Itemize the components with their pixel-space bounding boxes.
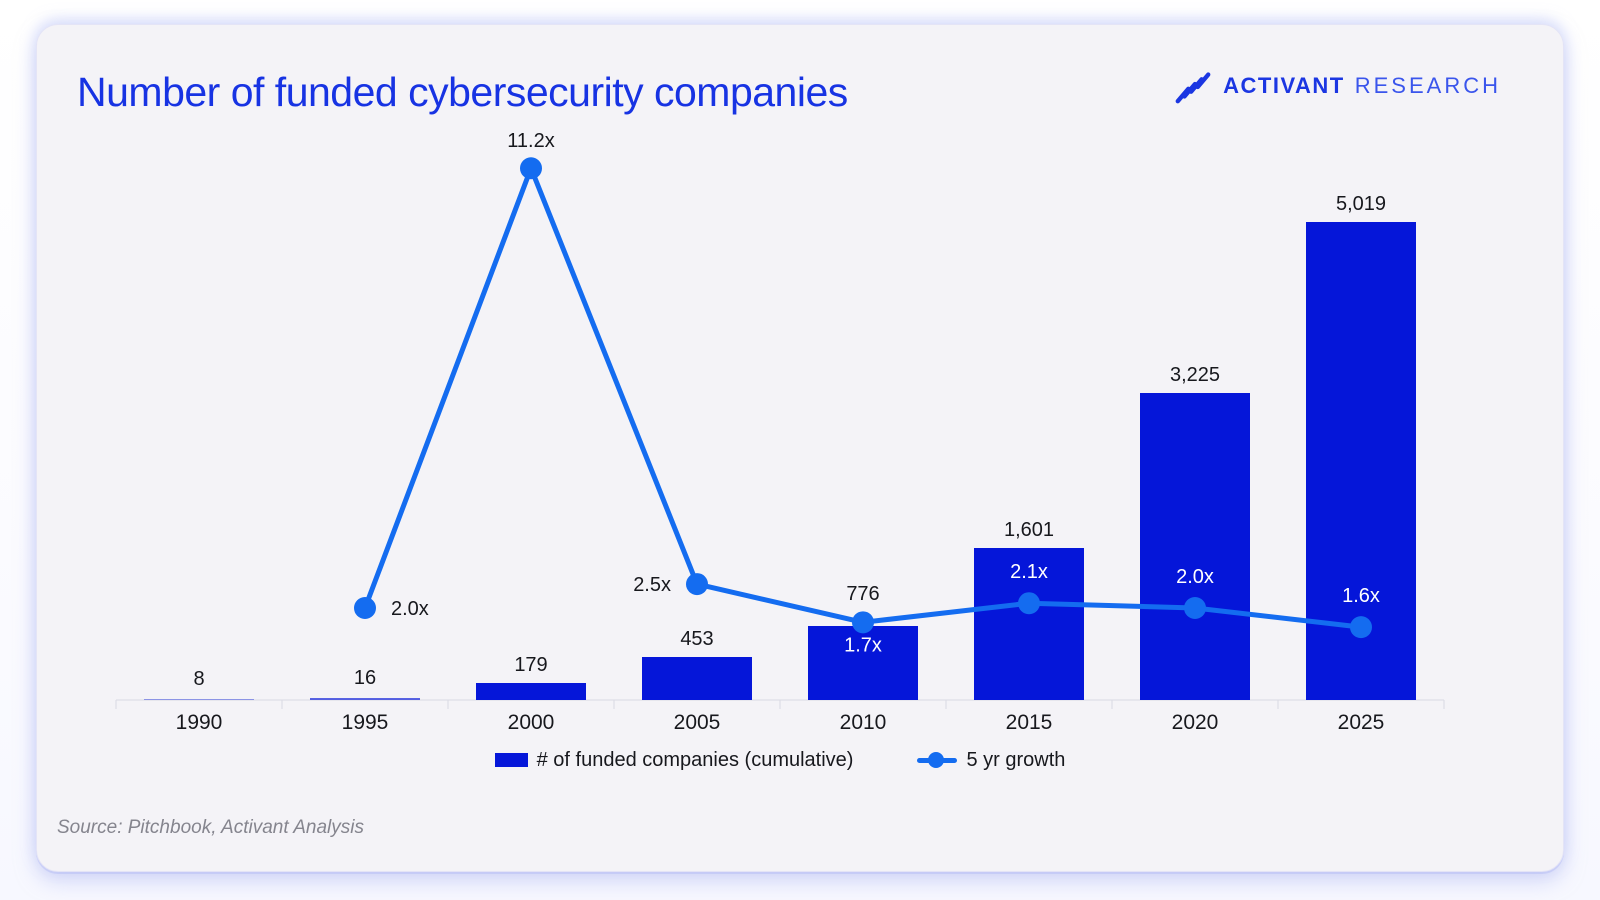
growth-label-2020: 2.0x xyxy=(1176,566,1214,588)
bar-value-label-2005: 453 xyxy=(680,628,713,650)
source-note: Source: Pitchbook, Activant Analysis xyxy=(57,817,364,838)
legend-line-swatch-icon xyxy=(917,752,958,768)
x-tick-label-1995: 1995 xyxy=(342,711,389,734)
legend-item-bars: # of funded companies (cumulative) xyxy=(494,748,854,772)
growth-marker-2005 xyxy=(686,573,708,596)
bar-value-label-1995: 16 xyxy=(354,667,376,689)
bar-2005 xyxy=(642,657,752,700)
legend-bar-swatch-icon xyxy=(494,753,528,767)
growth-marker-2015 xyxy=(1018,592,1040,615)
growth-marker-2020 xyxy=(1184,597,1206,619)
legend-line-label: 5 yr growth xyxy=(966,748,1066,771)
brand-name-secondary: RESEARCH xyxy=(1354,73,1501,98)
chart-card: Number of funded cybersecurity companies… xyxy=(36,24,1564,872)
x-tick-label-2000: 2000 xyxy=(508,711,555,734)
bar-1995 xyxy=(310,698,420,700)
x-tick-label-2015: 2015 xyxy=(1006,711,1053,734)
growth-label-2025: 1.6x xyxy=(1342,585,1380,607)
page-title: Number of funded cybersecurity companies xyxy=(77,69,848,115)
bar-2020 xyxy=(1140,393,1250,700)
activant-research-logo: ACTIVANT RESEARCH xyxy=(1173,67,1501,105)
growth-marker-2000 xyxy=(520,157,542,180)
x-tick-label-2025: 2025 xyxy=(1338,711,1385,734)
activant-logo-icon xyxy=(1173,67,1213,105)
brand-name-primary: ACTIVANT xyxy=(1223,73,1345,98)
growth-label-2010: 1.7x xyxy=(844,634,882,656)
bar-value-label-2010: 776 xyxy=(846,583,879,605)
bar-value-label-1990: 8 xyxy=(193,668,204,690)
chart-legend: # of funded companies (cumulative) 5 yr … xyxy=(116,743,1444,777)
x-tick-label-2020: 2020 xyxy=(1172,711,1219,734)
bar-value-label-2025: 5,019 xyxy=(1336,193,1386,215)
growth-label-2000: 11.2x xyxy=(507,130,554,152)
bar-2015 xyxy=(974,548,1084,700)
legend-bar-label: # of funded companies (cumulative) xyxy=(536,748,854,771)
growth-marker-1995 xyxy=(354,597,376,619)
growth-marker-2025 xyxy=(1350,616,1372,639)
x-tick-label-2010: 2010 xyxy=(840,711,887,734)
bar-2010 xyxy=(808,626,918,700)
bar-value-label-2000: 179 xyxy=(514,654,547,676)
bar-value-label-2015: 1,601 xyxy=(1004,519,1054,541)
combo-chart: 1990 8 1995 16 2000 179 2005 453 2010 776 2015 1,60… xyxy=(115,130,1445,734)
x-tick-label-1990: 1990 xyxy=(176,711,223,734)
growth-label-1995: 2.0x xyxy=(391,598,429,620)
legend-item-line: 5 yr growth xyxy=(917,749,1065,772)
growth-marker-2010 xyxy=(852,611,874,634)
x-tick-label-2005: 2005 xyxy=(674,711,721,734)
bar-2000 xyxy=(476,683,586,700)
growth-label-2015: 2.1x xyxy=(1010,561,1048,583)
growth-label-2005: 2.5x xyxy=(633,574,671,596)
bar-value-label-2020: 3,225 xyxy=(1170,364,1220,386)
bar-1990 xyxy=(144,699,254,700)
